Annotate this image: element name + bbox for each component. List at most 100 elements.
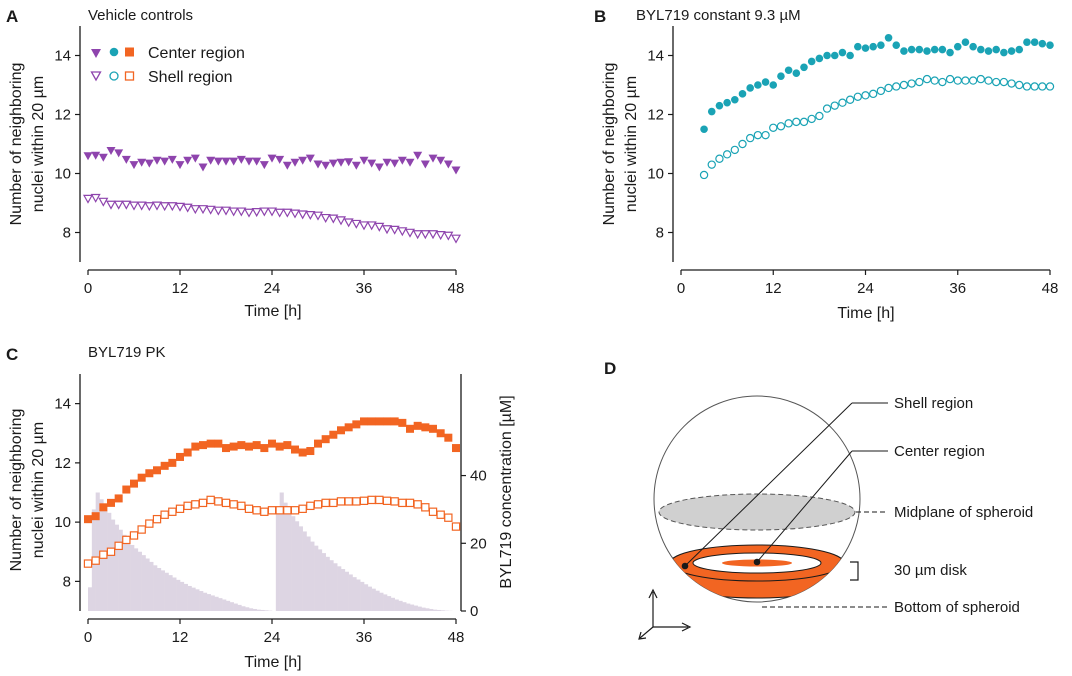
panel-b-data xyxy=(699,34,1055,180)
center-region-point xyxy=(91,512,100,521)
center-region-point xyxy=(707,107,716,116)
concentration-bar xyxy=(283,502,288,611)
center-region-point xyxy=(830,51,839,60)
shell-region-point xyxy=(160,510,169,519)
shell-region-point xyxy=(807,114,816,124)
center-region-point xyxy=(99,503,108,512)
shell-region-point xyxy=(221,498,231,508)
center-region-point xyxy=(792,69,801,77)
concentration-bar xyxy=(160,570,165,611)
panel-a-y-label-line-0: Number of neighboring xyxy=(8,63,25,226)
panel-d: D Shell region Center region Midplane of… xyxy=(604,359,1033,640)
center-region-point xyxy=(892,41,901,49)
shell-region-point xyxy=(336,497,346,506)
shell-region-point xyxy=(776,122,786,131)
concentration-bar xyxy=(260,609,265,611)
shell-region-point xyxy=(90,193,101,203)
concentration-bar xyxy=(302,531,307,611)
y-tick-label: 8 xyxy=(63,573,71,590)
center-region-point xyxy=(367,159,377,168)
legend-center-circle xyxy=(109,47,119,57)
concentration-bar xyxy=(226,600,231,611)
shell-region-point xyxy=(121,200,132,210)
center-region-point xyxy=(214,439,223,448)
center-region-point xyxy=(229,442,238,451)
shell-region-point xyxy=(853,92,863,102)
shell-region-point xyxy=(413,500,422,509)
thirty-micron-disk xyxy=(669,544,845,599)
concentration-bar xyxy=(203,592,208,611)
center-region-point xyxy=(191,442,200,451)
center-region-point xyxy=(769,81,778,89)
center-region-point xyxy=(229,157,239,166)
shell-region-point xyxy=(306,501,315,511)
shell-region-point xyxy=(167,202,178,212)
legend-center-triangle xyxy=(91,49,101,58)
center-region-point xyxy=(190,154,200,163)
center-region-point xyxy=(298,156,308,165)
shell-region-point xyxy=(915,77,924,87)
shell-region-point xyxy=(252,506,261,515)
shell-region-point xyxy=(191,500,200,509)
center-region-point xyxy=(344,423,353,432)
center-region-point xyxy=(336,158,346,167)
shell-region-point xyxy=(106,547,116,556)
concentration-bar xyxy=(295,521,300,611)
concentration-bar xyxy=(210,595,215,611)
concentration-bar xyxy=(187,585,192,611)
center-region-point xyxy=(175,161,185,170)
concentration-bar xyxy=(433,609,438,611)
orientation-axes xyxy=(638,588,692,640)
legend: Center region Shell region xyxy=(90,45,245,86)
shell-region-point xyxy=(427,230,439,240)
concentration-bar xyxy=(176,579,181,611)
shell-region-point xyxy=(868,89,878,99)
shell-region-point xyxy=(699,170,709,180)
center-region-point xyxy=(137,473,146,482)
center-region-point xyxy=(107,498,115,507)
center-region-point xyxy=(305,154,315,163)
shell-region-point xyxy=(145,519,154,528)
panel-letter-c: C xyxy=(6,345,18,364)
center-region-point xyxy=(815,54,824,63)
concentration-bar xyxy=(425,608,430,611)
concentration-bar xyxy=(379,592,384,611)
concentration-bar xyxy=(371,588,376,611)
shell-region-point xyxy=(428,507,438,516)
concentration-bar xyxy=(149,561,154,611)
shell-region-point xyxy=(151,201,163,211)
shell-region-point xyxy=(283,506,292,515)
y-tick-label: 10 xyxy=(54,514,71,531)
shell-region-point xyxy=(397,227,408,237)
center-region-point xyxy=(206,439,215,448)
legend-shell-label: Shell region xyxy=(148,69,233,86)
center-region-point xyxy=(838,48,847,57)
shell-region-point xyxy=(260,507,269,516)
panel-b-axes: 8 10 12 14 0 12 24 36 48 xyxy=(647,26,1058,297)
concentration-bar xyxy=(318,549,323,611)
center-region-point xyxy=(245,442,253,451)
shell-region-point xyxy=(99,550,108,559)
x-tick-label: 12 xyxy=(765,280,782,297)
concentration-bar xyxy=(191,587,196,611)
shell-region-point xyxy=(251,208,262,218)
x-tick-label: 36 xyxy=(356,629,373,646)
concentration-bar xyxy=(390,597,395,611)
shell-region-point xyxy=(435,231,446,241)
center-region-point xyxy=(861,44,870,52)
shell-region-point xyxy=(451,522,461,531)
center-region-point xyxy=(420,160,430,169)
shell-region-point xyxy=(1022,82,1032,91)
shell-region-point xyxy=(1015,80,1024,90)
center-region-point xyxy=(337,426,345,435)
concentration-bar xyxy=(329,560,334,611)
shell-region-point xyxy=(822,104,832,113)
shell-region-point xyxy=(398,498,407,508)
x-tick-label: 0 xyxy=(677,280,685,297)
shell-region-point xyxy=(1007,79,1016,88)
shell-region-point xyxy=(289,209,301,219)
concentration-bar xyxy=(440,610,445,611)
shell-region-point xyxy=(961,76,970,85)
shell-region-point xyxy=(129,531,139,540)
